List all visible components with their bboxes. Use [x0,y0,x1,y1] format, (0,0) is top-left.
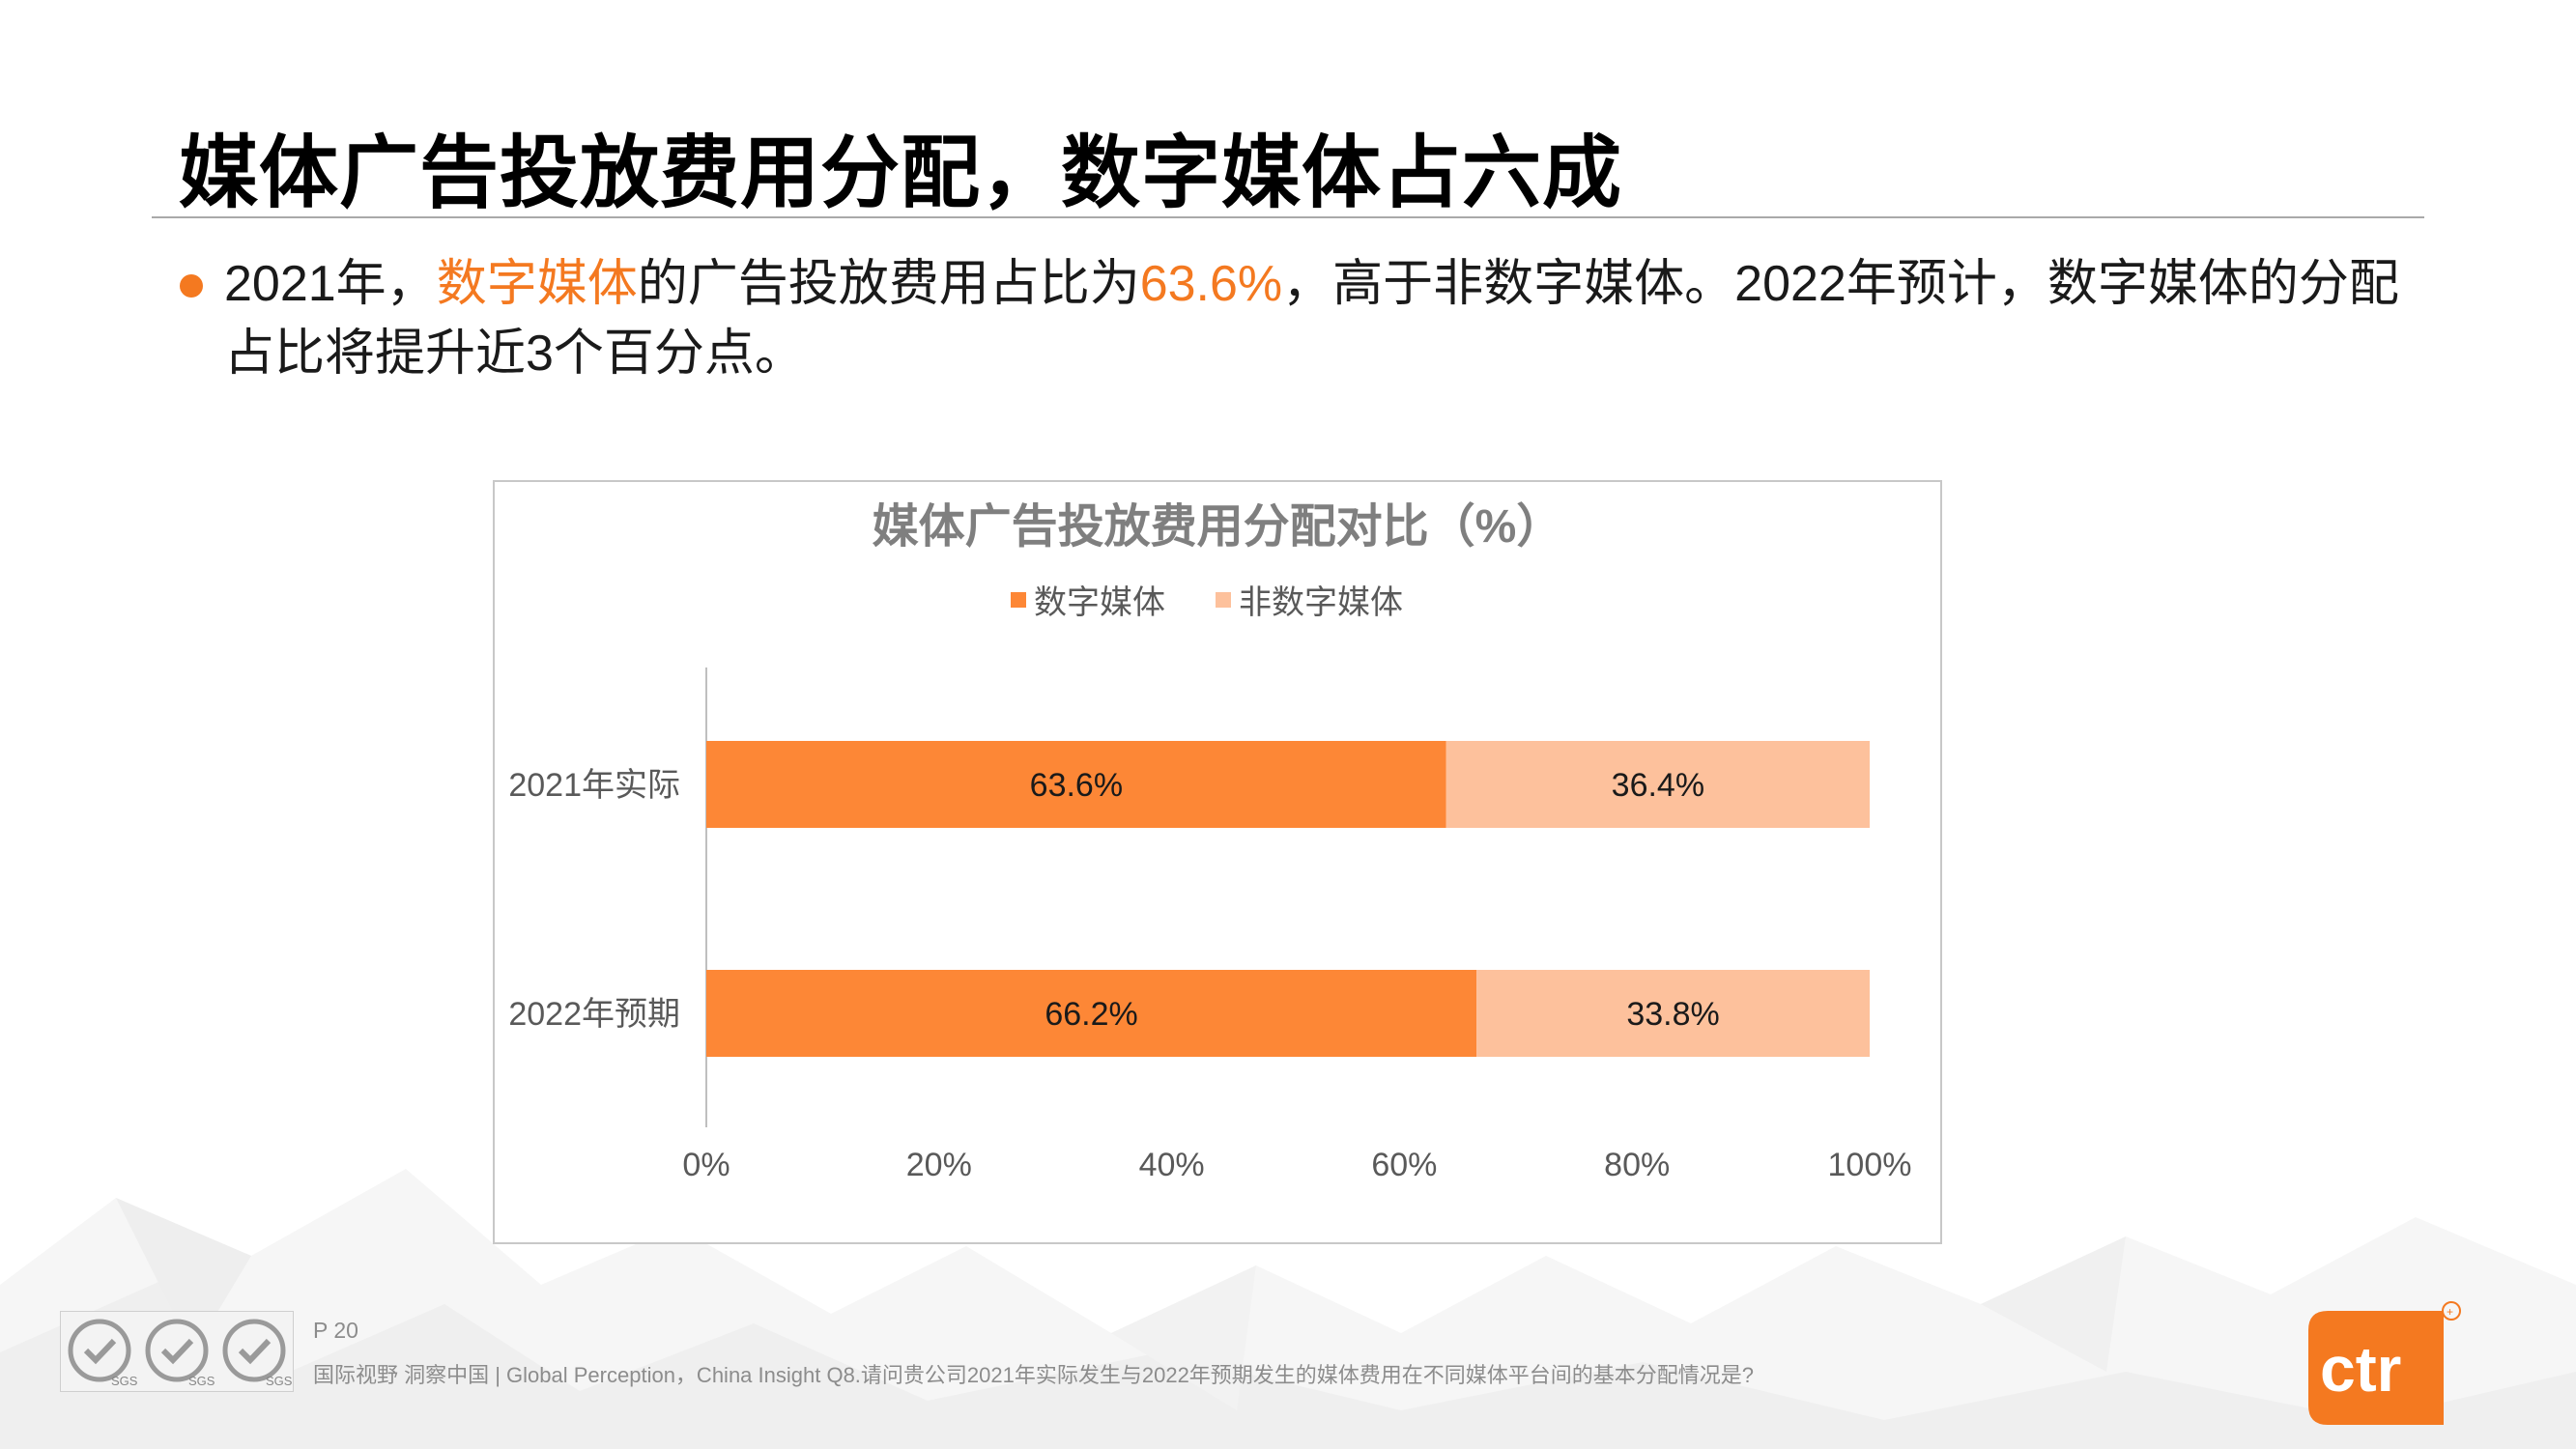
x-tick-label: 60% [1371,1147,1437,1183]
summary-part-1: 2021年， [224,256,437,312]
legend-label: 非数字媒体 [1239,584,1403,621]
legend-swatch [1216,592,1231,608]
chart-title: 媒体广告投放费用分配对比（%） [873,501,1563,553]
slide-title: 媒体广告投放费用分配，数字媒体占六成 [179,129,1623,217]
summary-text: 2021年，数字媒体的广告投放费用占比为63.6%，高于非数字媒体。2022年预… [224,249,2399,388]
x-tick-label: 0% [682,1147,730,1183]
summary-highlight-percent: 63.6% [1139,256,1283,312]
svg-text:+: + [2447,1305,2453,1319]
sgs-badge-icon: SGS [222,1319,293,1388]
sgs-badge-icon: SGS [145,1319,215,1388]
sgs-badge-text: SGS [266,1374,293,1388]
legend-swatch [1011,592,1026,608]
logo-text: ctr [2320,1333,2401,1405]
bar-segment [706,970,1477,1057]
sgs-badge-icons: SGS SGS SGS [68,1319,293,1388]
category-label: 2021年实际 [508,767,680,804]
title-divider [152,216,2424,218]
sgs-badge-text: SGS [188,1374,215,1388]
bullet-dot [180,274,203,298]
bar-segment [1476,970,1870,1057]
sgs-badge-text: SGS [111,1374,138,1388]
sgs-certification-badges: SGS SGS SGS [60,1311,294,1392]
x-tick-label: 100% [1828,1147,1912,1183]
sgs-badge-icon: SGS [68,1319,138,1388]
bar-segment [1445,741,1870,828]
summary-bullet: 2021年，数字媒体的广告投放费用占比为63.6%，高于非数字媒体。2022年预… [177,249,2399,388]
data-label: 36.4% [1612,767,1704,804]
ctr-logo: ctr + [2308,1301,2461,1425]
data-label: 63.6% [1030,767,1123,804]
summary-part-3: ，高于非数字媒体。2022年预计，数字媒体的分配占比将提升近3个百分点。 [224,256,2399,382]
category-label: 2022年预期 [508,996,680,1033]
legend-label: 数字媒体 [1034,584,1165,621]
page-number: P 20 [313,1318,358,1343]
bar-segment [706,741,1446,828]
x-tick-label: 20% [906,1147,972,1183]
chart-panel: 媒体广告投放费用分配对比（%） 数字媒体 非数字媒体 2021年实际 63.6% 36.4… [493,480,1942,1244]
stacked-bar-chart: 媒体广告投放费用分配对比（%） 数字媒体 非数字媒体 2021年实际 63.6% 36.4… [508,501,1912,1183]
x-tick-label: 40% [1139,1147,1205,1183]
footer-note: 国际视野 洞察中国 | Global Perception，China Insi… [313,1363,1755,1387]
x-tick-label: 80% [1604,1147,1670,1183]
summary-part-2: 的广告投放费用占比为 [637,256,1140,312]
data-label: 66.2% [1045,996,1137,1033]
data-label: 33.8% [1626,996,1719,1033]
summary-highlight-digital: 数字媒体 [436,256,638,312]
